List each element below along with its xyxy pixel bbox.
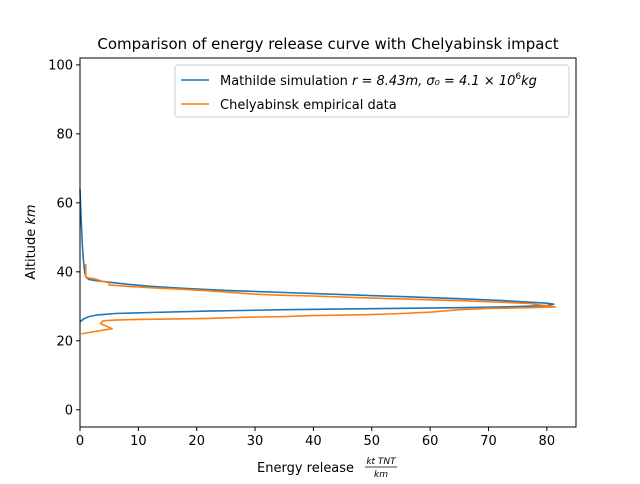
legend-label-mathilde: Mathilde simulation r = 8.43m, σ₀ = 4.1 … (220, 72, 537, 89)
legend-label-mathilde-exponent: 6 (515, 72, 521, 82)
x-tick-label: 0 (76, 434, 84, 449)
y-tick-label: 20 (56, 334, 73, 349)
x-tick-label: 80 (539, 434, 556, 449)
x-tick-label: 20 (188, 434, 205, 449)
y-axis: 0 20 40 60 80 100 (48, 58, 80, 418)
y-tick-label: 40 (56, 265, 73, 280)
plot-area (79, 188, 557, 335)
x-axis: 0 10 20 30 40 50 60 70 80 (76, 427, 555, 449)
x-axis-label: Energy release kt TNT km (257, 457, 397, 480)
x-tick-label: 70 (480, 434, 497, 449)
legend-label-chelyabinsk: Chelyabinsk empirical data (220, 98, 397, 113)
y-tick-label: 100 (48, 58, 73, 73)
x-axis-label-text: Energy release (257, 461, 354, 476)
y-tick-label: 80 (56, 127, 73, 142)
x-tick-label: 40 (305, 434, 322, 449)
x-tick-label: 50 (363, 434, 380, 449)
x-tick-label: 30 (247, 434, 264, 449)
x-axis-unit-numerator: kt TNT (366, 457, 397, 467)
y-axis-label: Altitude km (24, 204, 39, 279)
y-tick-label: 60 (56, 196, 73, 211)
chart-title: Comparison of energy release curve with … (97, 35, 558, 53)
legend-label-mathilde-prefix: Mathilde simulation (220, 74, 352, 89)
legend-label-mathilde-math: r = 8.43m, σ₀ = 4.1 × 10 (352, 74, 515, 89)
legend-label-mathilde-suffix: kg (521, 74, 537, 89)
plot-frame (79, 57, 577, 428)
legend-box (174, 64, 570, 118)
x-axis-unit-denominator: km (374, 470, 388, 480)
x-tick-label: 60 (422, 434, 439, 449)
y-axis-label-text: Altitude (24, 229, 39, 280)
series-line-chelyabinsk (81, 263, 557, 335)
legend: Mathilde simulation r = 8.43m, σ₀ = 4.1 … (174, 64, 570, 118)
x-tick-label: 10 (130, 434, 147, 449)
y-tick-label: 0 (65, 403, 73, 418)
y-axis-label-unit: km (24, 204, 39, 224)
